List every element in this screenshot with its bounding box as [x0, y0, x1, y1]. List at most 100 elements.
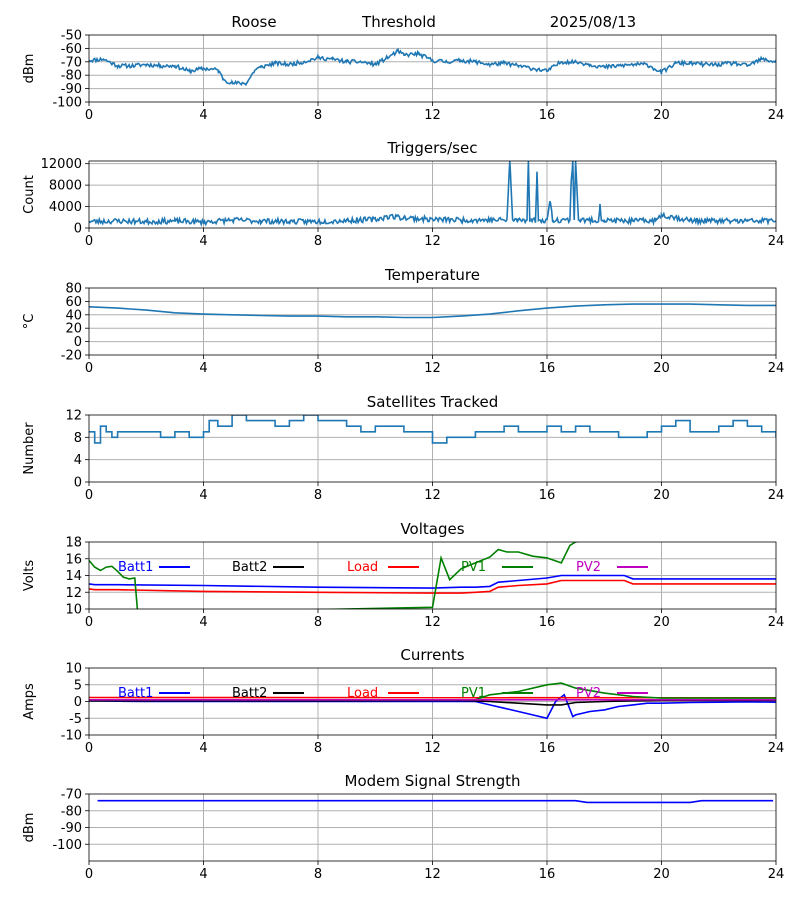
y-tick-label: 80	[65, 282, 82, 297]
axes-frame	[88, 667, 777, 736]
y-tick-label: -90	[61, 82, 82, 97]
x-tick-label: 12	[424, 361, 441, 376]
axes-frame	[88, 287, 777, 356]
x-tick-label: 24	[768, 108, 785, 123]
axes-frame	[88, 34, 777, 103]
axes-frame	[88, 414, 777, 483]
y-axis-label: Count	[22, 175, 37, 214]
x-tick-label: 4	[199, 615, 207, 630]
x-tick-label: 0	[85, 741, 93, 756]
legend-label: Batt1	[118, 686, 153, 701]
y-tick-label: 12	[65, 409, 82, 424]
y-axis-label: dBm	[22, 813, 37, 843]
x-tick-label: 12	[424, 741, 441, 756]
series-line	[89, 415, 776, 444]
y-axis-label: Amps	[22, 683, 37, 720]
x-tick-label: 20	[653, 234, 670, 249]
x-tick-label: 0	[85, 361, 93, 376]
legend-label: PV1	[461, 560, 486, 575]
y-tick-label: -20	[61, 349, 82, 364]
chart-title: Temperature	[384, 266, 480, 284]
x-tick-label: 16	[539, 741, 556, 756]
x-tick-label: 8	[314, 361, 322, 376]
x-tick-label: 12	[424, 108, 441, 123]
series-line	[89, 303, 776, 319]
x-tick-label: 20	[653, 615, 670, 630]
y-tick-label: 16	[65, 552, 82, 567]
x-tick-label: 20	[653, 488, 670, 503]
series-line	[89, 579, 776, 594]
chart-title: Satellites Tracked	[367, 393, 498, 411]
x-tick-label: 16	[539, 361, 556, 376]
x-tick-label: 16	[539, 234, 556, 249]
header-date: 2025/08/13	[550, 13, 636, 31]
y-axis-label: dBm	[22, 54, 37, 84]
chart-3: 0 4 8 12 16 20 24 0 4 8 12 Satellites Tracked Number	[22, 393, 784, 503]
y-tick-label: 12	[65, 586, 82, 601]
x-tick-label: 24	[768, 234, 785, 249]
x-tick-label: 8	[314, 867, 322, 882]
x-tick-label: 4	[199, 108, 207, 123]
y-tick-label: -70	[61, 788, 82, 803]
y-tick-label: 4	[74, 453, 82, 468]
x-tick-label: 12	[424, 234, 441, 249]
chart-title: Triggers/sec	[387, 139, 478, 157]
y-tick-label: -80	[61, 69, 82, 84]
x-tick-label: 20	[653, 361, 670, 376]
x-tick-label: 4	[199, 741, 207, 756]
x-tick-label: 0	[85, 867, 93, 882]
x-tick-label: 12	[424, 488, 441, 503]
x-tick-label: 16	[539, 488, 556, 503]
legend-label: Load	[347, 686, 378, 701]
x-tick-label: 8	[314, 615, 322, 630]
chart-title: Modem Signal Strength	[345, 772, 521, 790]
y-tick-label: 10	[65, 662, 82, 677]
y-tick-label: 5	[74, 678, 82, 693]
x-tick-label: 12	[424, 615, 441, 630]
series-line	[97, 799, 774, 804]
chart-0: 0 4 8 12 16 20 24 -50-60-70-80-90-100 dBm	[22, 29, 784, 124]
y-tick-label: 18	[65, 536, 82, 551]
series-line	[89, 682, 776, 701]
x-tick-label: 8	[314, 234, 322, 249]
y-tick-label: 60	[65, 295, 82, 310]
header-station: Roose	[231, 13, 276, 31]
x-tick-label: 0	[85, 488, 93, 503]
x-tick-label: 8	[314, 741, 322, 756]
x-tick-label: 8	[314, 108, 322, 123]
chart-title: Currents	[400, 646, 464, 664]
y-tick-label: 8000	[49, 179, 82, 194]
chart-1: 0 4 8 12 16 20 24 0 4000 8000 12000 Triggers/sec Cou…	[22, 139, 784, 249]
y-tick-label: 20	[65, 322, 82, 337]
y-axis-label: Volts	[22, 560, 37, 592]
y-tick-label: 0	[74, 222, 82, 237]
series-line	[89, 48, 776, 87]
legend-label: Load	[347, 560, 378, 575]
x-tick-label: 8	[314, 488, 322, 503]
y-axis-label: °C	[22, 314, 37, 330]
x-tick-label: 24	[768, 741, 785, 756]
legend-label: PV1	[461, 686, 486, 701]
chart-6: 0 4 8 12 16 20 24 -70-80 -90 -100 Modem Signal Str…	[22, 772, 784, 882]
axes-frame	[88, 160, 777, 229]
y-tick-label: 12000	[41, 157, 82, 172]
x-tick-label: 0	[85, 108, 93, 123]
legend-label: PV2	[576, 686, 601, 701]
axes-frame	[88, 793, 777, 862]
x-tick-label: 4	[199, 361, 207, 376]
legend-label: Batt2	[232, 560, 267, 575]
x-tick-label: 20	[653, 741, 670, 756]
series-line	[89, 161, 776, 228]
y-tick-label: 0	[74, 335, 82, 350]
y-tick-label: -100	[52, 838, 82, 853]
x-tick-label: 16	[539, 615, 556, 630]
x-tick-label: 20	[653, 867, 670, 882]
x-tick-label: 24	[768, 488, 785, 503]
y-tick-label: 14	[65, 569, 82, 584]
x-tick-label: 16	[539, 867, 556, 882]
x-tick-label: 4	[199, 867, 207, 882]
chart-title: Voltages	[400, 520, 464, 538]
